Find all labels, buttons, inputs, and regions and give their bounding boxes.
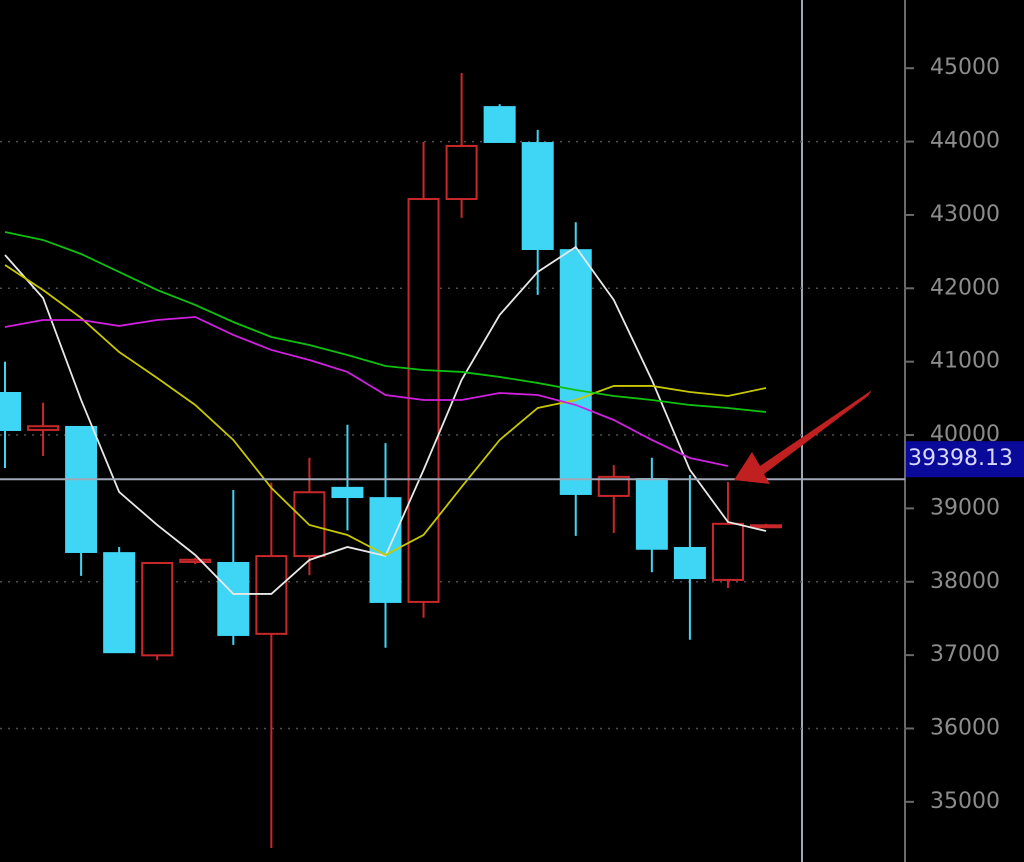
candle-body [0, 391, 21, 431]
candle-body [103, 552, 136, 654]
moving-average-line [4, 264, 767, 556]
y-tick-label: 41000 [930, 349, 1000, 374]
candle-body [597, 475, 630, 497]
y-tick-label: 36000 [930, 715, 1000, 740]
candle-body [559, 249, 592, 495]
candle-body [711, 522, 744, 581]
candle-body [27, 425, 60, 431]
y-tick-label: 42000 [930, 275, 1000, 300]
candle-body [483, 106, 516, 143]
y-tick-label: 35000 [930, 789, 1000, 814]
moving-average-line [4, 316, 729, 467]
candle-body [255, 555, 288, 635]
candle-body [217, 561, 250, 636]
grid [0, 140, 905, 730]
last-price-box [906, 441, 1024, 478]
candle-body [445, 144, 478, 201]
moving-average-line [4, 231, 767, 413]
y-tick-label: 37000 [930, 642, 1000, 667]
y-tick-label: 39000 [930, 495, 1000, 520]
candle-body [331, 486, 364, 499]
y-tick-label: 38000 [930, 569, 1000, 594]
candle-body [141, 561, 174, 657]
candle-body [673, 547, 706, 580]
candle-body [65, 425, 98, 553]
candle-body [750, 524, 782, 529]
y-tick-label: 44000 [930, 129, 1000, 154]
arrow-annotation [734, 390, 872, 484]
candle-body [635, 478, 668, 550]
y-tick-label: 45000 [930, 55, 1000, 80]
y-axis: 3500036000370003800039000400004100042000… [905, 55, 1024, 814]
y-tick-label: 43000 [930, 202, 1000, 227]
candle-body [179, 558, 212, 563]
candle-body [521, 142, 554, 250]
plot [0, 72, 905, 849]
last-price-label: 39398.13 [908, 446, 1013, 471]
